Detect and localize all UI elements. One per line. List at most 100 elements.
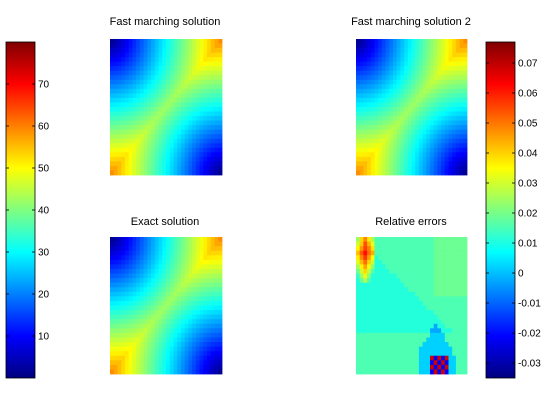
heatmap-cell [356,251,360,256]
heatmap-cell [192,53,196,58]
heatmap-cell [196,319,200,324]
heatmap-cell [463,71,467,76]
heatmap-cell [415,365,419,370]
heatmap-cell [125,264,129,269]
heatmap-cell [367,328,371,333]
heatmap-cell [136,315,140,320]
heatmap-cell [452,347,456,352]
heatmap-cell [371,342,375,347]
heatmap-cell [185,242,189,247]
heatmap-cell [456,75,460,80]
heatmap-cell [110,93,114,98]
heatmap-cell [441,301,445,306]
heatmap-cell [192,278,196,283]
heatmap-cell [393,369,397,374]
heatmap-cell [437,75,441,80]
heatmap-cell [375,287,379,292]
heatmap-cell [144,333,148,338]
heatmap-cell [463,57,467,62]
heatmap-cell [460,356,464,361]
heatmap-cell [170,315,174,320]
heatmap-cell [434,301,438,306]
heatmap-cell [211,315,215,320]
heatmap-cell [132,44,136,49]
heatmap-cell [144,62,148,67]
heatmap-cell [159,328,163,333]
heatmap-cell [426,152,430,157]
heatmap-cell [159,310,163,315]
heatmap-cell [400,39,404,44]
heatmap-cell [456,166,460,171]
heatmap-cell [404,89,408,94]
heatmap-cell [386,274,390,279]
heatmap-cell [434,84,438,89]
heatmap-cell [121,246,125,251]
heatmap-cell [386,53,390,58]
heatmap-cell [393,356,397,361]
heatmap-cell [386,324,390,329]
heatmap-cell [378,57,382,62]
heatmap-cell [218,333,222,338]
heatmap-cell [452,134,456,139]
heatmap-cell [144,112,148,117]
heatmap-cell [159,71,163,76]
heatmap-cell [389,274,393,279]
heatmap-cell [125,80,129,85]
heatmap-cell [360,301,364,306]
heatmap-cell [218,292,222,297]
heatmap-cell [408,296,412,301]
heatmap-cell [185,328,189,333]
heatmap-cell [460,315,464,320]
heatmap-cell [211,324,215,329]
heatmap-cell [371,112,375,117]
heatmap-cell [430,347,434,352]
heatmap-cell [181,93,185,98]
heatmap-cell [437,134,441,139]
heatmap-cell [192,306,196,311]
heatmap-cell [147,84,151,89]
heatmap-cell [460,62,464,67]
heatmap-cell [181,292,185,297]
heatmap-cell [389,360,393,365]
heatmap-cell [463,125,467,130]
heatmap-cell [203,333,207,338]
heatmap-cell [378,319,382,324]
heatmap-cell [200,292,204,297]
heatmap-cell [173,39,177,44]
heatmap-cell [378,255,382,260]
heatmap-cell [363,107,367,112]
heatmap-cell [188,351,192,356]
heatmap-cell [404,246,408,251]
heatmap-cell [155,62,159,67]
heatmap-cell [136,130,140,135]
heatmap-cell [378,269,382,274]
heatmap-cell [144,260,148,265]
heatmap-cell [423,148,427,153]
heatmap-cell [408,53,412,58]
heatmap-cell [386,287,390,292]
heatmap-cell [147,306,151,311]
heatmap-cell [132,274,136,279]
heatmap-cell [386,292,390,297]
heatmap-cell [192,315,196,320]
heatmap-cell [136,57,140,62]
heatmap-cell [188,62,192,67]
heatmap-cell [400,333,404,338]
heatmap-cell [460,296,464,301]
heatmap-cell [218,116,222,121]
heatmap-cell [452,360,456,365]
heatmap-cell [207,328,211,333]
heatmap-cell [125,148,129,153]
heatmap-cell [382,360,386,365]
heatmap-cell [412,62,416,67]
heatmap-cell [114,242,118,247]
heatmap-cell [132,264,136,269]
heatmap-cell [185,157,189,162]
colorbar-tick-label: 0.02 [518,209,538,220]
heatmap-cell [211,39,215,44]
heatmap-cell [185,255,189,260]
heatmap-cell [110,347,114,352]
heatmap-cell [121,283,125,288]
heatmap-cell [117,237,121,242]
